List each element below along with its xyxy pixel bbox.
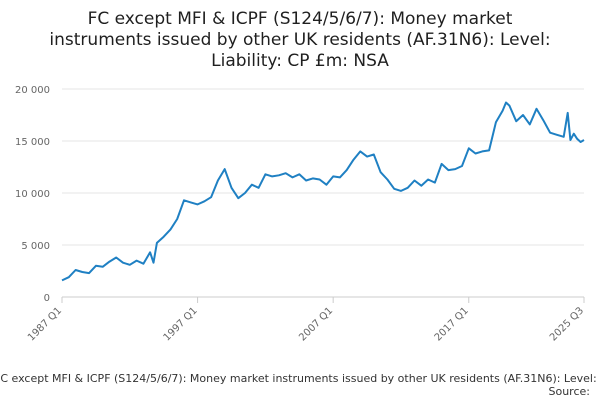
chart-title-line: Liability: CP £m: NSA [211,51,389,71]
y-tick-label: 15 000 [15,137,50,148]
chart-title: FC except MFI & ICPF (S124/5/6/7): Money… [49,9,550,71]
x-tick-label: 2025 Q3 [548,305,586,343]
x-axis-ticks: 1987 Q1 1997 Q1 2007 Q1 2017 Q1 2025 Q3 [26,297,586,343]
x-tick-label: 1987 Q1 [26,305,64,343]
chart-title-line: instruments issued by other UK residents… [49,30,550,50]
chart-footer-title: FC except MFI & ICPF (S124/5/6/7): Money… [0,372,600,385]
chart-title-line: FC except MFI & ICPF (S124/5/6/7): Money… [88,9,513,29]
source-label: Source: [549,385,591,398]
y-tick-label: 10 000 [15,189,50,200]
y-tick-label: 5 000 [21,241,50,252]
x-tick-label: 2017 Q1 [433,305,471,343]
series-line [61,101,585,282]
x-tick-label: 1997 Q1 [162,305,200,343]
y-tick-label: 0 [44,293,50,304]
y-axis-ticks: 0 5 000 10 000 15 000 20 000 [15,85,50,304]
y-tick-label: 20 000 [15,85,50,96]
gridlines [62,88,584,298]
x-tick-label: 2007 Q1 [297,305,335,343]
